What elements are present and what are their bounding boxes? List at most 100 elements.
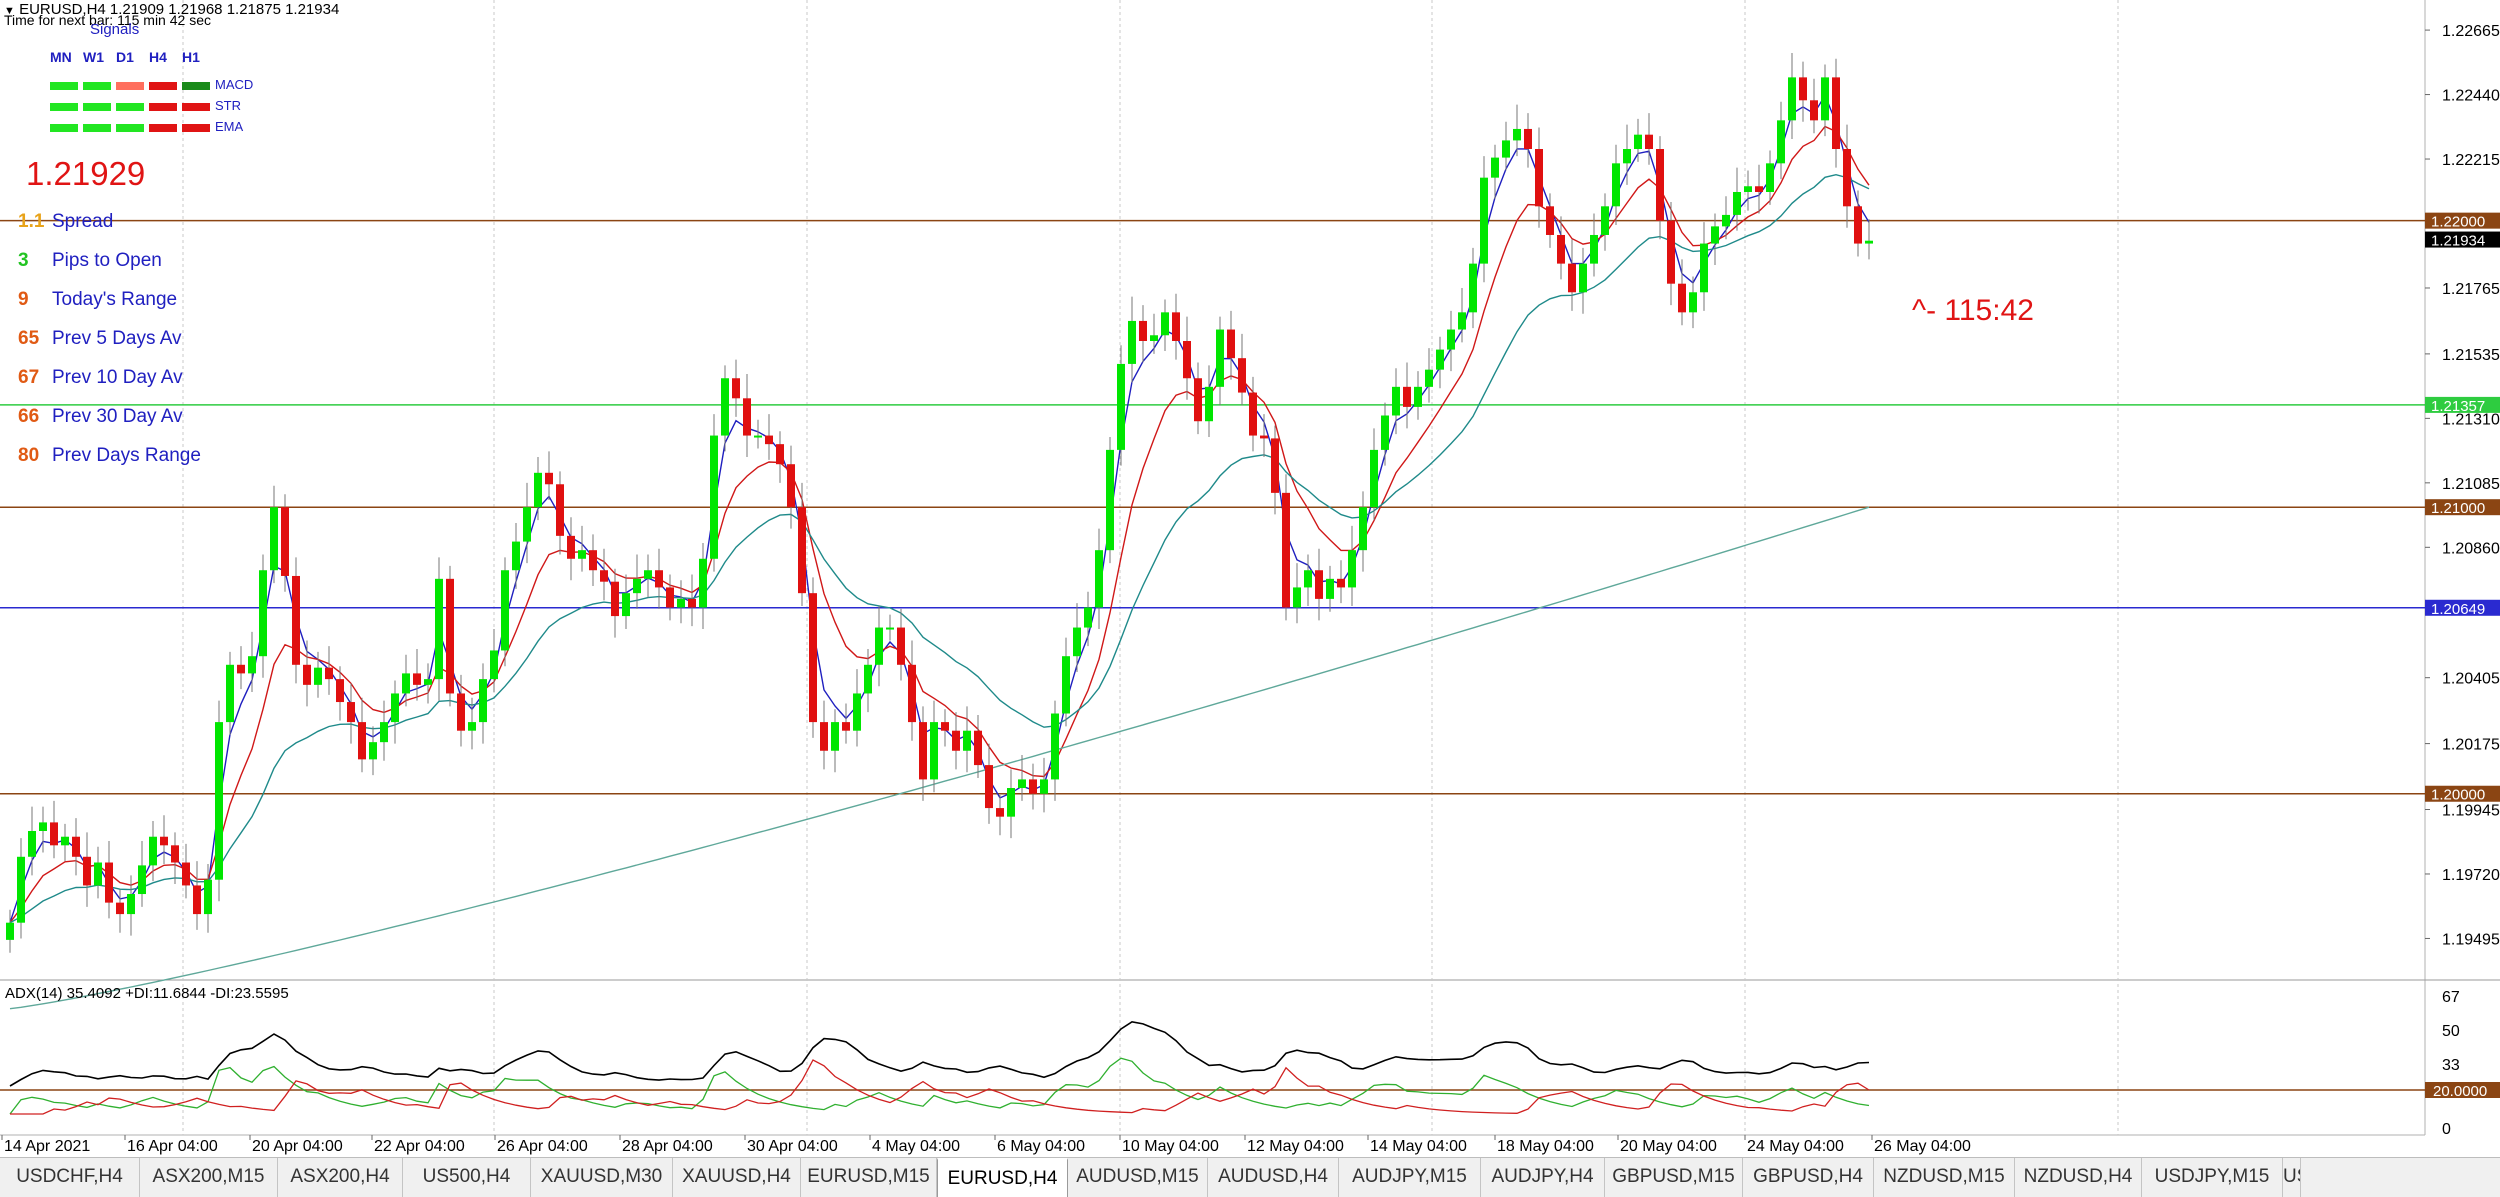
candle [930,700,938,793]
collapse-arrow-icon[interactable]: ▼ [4,5,15,17]
chart-tab[interactable]: GBPUSD,M15 [1605,1158,1743,1197]
adx-tick-label: 50 [2442,1023,2460,1040]
candle [1447,310,1455,372]
chart-tab[interactable]: USDJPY,M15 [2142,1158,2283,1197]
chart-tab[interactable]: NZDUSD,H4 [2015,1158,2142,1197]
candle [358,697,366,773]
candle [589,534,597,586]
candle [1051,700,1059,801]
time-tick-label: 28 Apr 04:00 [622,1138,713,1155]
candle [875,606,883,687]
time-tick-label: 26 Apr 04:00 [497,1138,588,1155]
moving-averages [9,93,1870,1010]
candle [314,651,322,698]
price-tick-label: 1.21085 [2442,476,2500,493]
price-tick-label: 1.21765 [2442,281,2500,298]
signal-row-label: MACD [215,77,254,92]
price-plot-area [0,0,2425,980]
chart-tab[interactable]: NZDUSD,M15 [1874,1158,2015,1197]
signal-indicator [50,82,78,90]
candle [1711,213,1719,266]
chart-tab[interactable]: US [2283,1158,2301,1197]
adx-tick-label: 0 [2442,1121,2451,1138]
chart-tab[interactable]: AUDUSD,H4 [1208,1158,1339,1197]
chart-tab[interactable]: AUDJPY,H4 [1481,1158,1605,1197]
candle [633,554,641,609]
candle [578,525,586,572]
candle [1425,348,1433,403]
candle [347,683,355,744]
candle [138,841,146,907]
candle [226,651,234,735]
time-tick-label: 22 Apr 04:00 [374,1138,465,1155]
candle [1799,61,1807,122]
candle [1029,763,1037,810]
level-price-tag [2425,231,2500,248]
price-chart[interactable]: 1.22665 1.22440 1.22215 1.21765 1.21535 1.213… [0,0,2500,1157]
candle [1040,757,1048,813]
signal-timeframe-label: MN [50,49,72,65]
candle [1590,213,1598,277]
candle [831,709,839,773]
chart-tab[interactable]: ASX200,M15 [140,1158,278,1197]
chart-tab[interactable]: AUDJPY,M15 [1339,1158,1481,1197]
moving-average-line [9,173,1870,924]
candle [248,631,256,693]
chart-tab[interactable]: EURUSD,H4 [937,1158,1068,1197]
level-price-tag [2425,599,2500,616]
chart-tab[interactable]: US500,H4 [403,1158,531,1197]
chart-tab[interactable]: ASX200,H4 [278,1158,403,1197]
candle [1337,560,1345,604]
candle [61,823,69,862]
candle [523,482,531,564]
candle [1491,144,1499,200]
candle [1843,124,1851,228]
candle [1623,124,1631,185]
candle [1260,414,1268,458]
candle [886,614,894,641]
moving-average-line [9,93,1870,923]
candle [1557,216,1565,280]
candle [1436,336,1444,389]
candle [1106,436,1114,564]
signal-indicator [182,124,210,132]
chart-tab[interactable]: GBPUSD,H4 [1743,1158,1874,1197]
price-tick-label: 1.20175 [2442,737,2500,754]
next-bar-timer: Time for next bar: 115 min 42 sec [4,12,211,28]
price-tick-label: 1.19720 [2442,867,2500,884]
time-tick-label: 24 May 04:00 [1747,1138,1844,1155]
chart-tab[interactable]: XAUUSD,M30 [531,1158,673,1197]
candle [743,373,751,458]
adx-level-tag [2425,1082,2500,1098]
price-tick-label: 1.21535 [2442,347,2500,364]
candle [413,649,421,701]
candle [292,557,300,684]
chart-tab[interactable]: XAUUSD,H4 [673,1158,801,1197]
candle [1326,565,1334,612]
candle [6,909,14,953]
candle [1018,755,1026,801]
signal-indicator [182,82,210,90]
candle [1700,222,1708,311]
candle [1546,193,1554,248]
candle [1733,167,1741,231]
candle [1832,58,1840,168]
candle [897,608,905,681]
candle [336,666,344,721]
chart-tab[interactable]: USDCHF,H4 [0,1158,140,1197]
signal-indicator [182,103,210,111]
time-tick-label: 20 May 04:00 [1620,1138,1717,1155]
time-tick-label: 30 Apr 04:00 [747,1138,838,1155]
time-tick-label: 14 Apr 2021 [4,1138,90,1155]
time-tick-label: 20 Apr 04:00 [252,1138,343,1155]
candle [1568,239,1576,311]
price-tick-label: 1.20860 [2442,540,2500,557]
stat-label: Spread [52,211,114,232]
candle [116,889,124,933]
chart-tab[interactable]: EURUSD,M15 [801,1158,937,1197]
stat-value: 1.1 [18,211,45,232]
candle [1370,428,1378,521]
price-tick-label: 1.20405 [2442,671,2500,688]
candle [1535,127,1543,228]
chart-tab[interactable]: AUDUSD,M15 [1068,1158,1208,1197]
